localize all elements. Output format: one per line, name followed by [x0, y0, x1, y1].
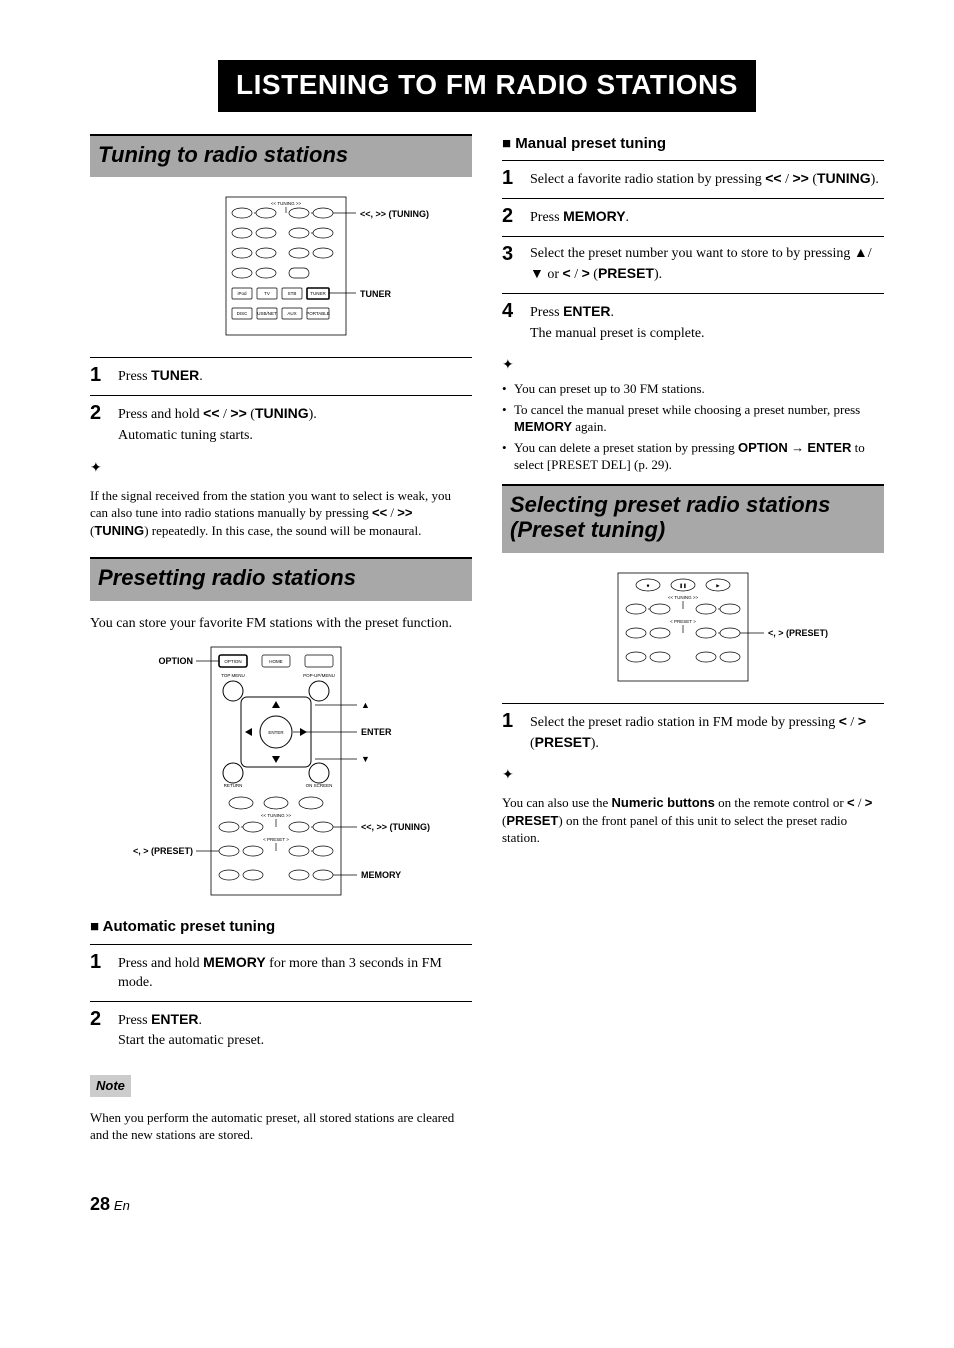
step-num: 2	[90, 402, 118, 424]
svg-text:AUX: AUX	[287, 311, 296, 316]
tuning-steps: 1 Press TUNER. 2 Press and hold << / >> …	[90, 357, 472, 454]
step-body: Press TUNER.	[118, 364, 472, 387]
sub-heading-auto: ■ Automatic preset tuning	[90, 917, 472, 937]
diagram-row3	[232, 248, 333, 258]
auto-steps: 1 Press and hold MEMORY for more than 3 …	[90, 944, 472, 1060]
diagram-row4	[232, 268, 309, 278]
step-body: Select a favorite radio station by press…	[530, 167, 884, 190]
svg-text:HOME: HOME	[269, 659, 283, 664]
preset-intro: You can store your favorite FM stations …	[90, 615, 472, 634]
svg-text:POP-UP/MENU: POP-UP/MENU	[303, 673, 335, 678]
page-footer: 28 En	[90, 1192, 884, 1216]
selecting-steps: 1 Select the preset radio station in FM …	[502, 703, 884, 762]
columns: Tuning to radio stations << TUNING >>	[90, 134, 884, 1152]
page-lang: En	[114, 1198, 130, 1213]
callout-preset3: <, > (PRESET)	[768, 628, 828, 638]
note-label: Note	[90, 1075, 131, 1097]
svg-text:DISC: DISC	[237, 311, 249, 316]
svg-text:ENTER: ENTER	[268, 730, 284, 735]
svg-text:PORTABLE: PORTABLE	[306, 311, 330, 316]
note-body: When you perform the automatic preset, a…	[90, 1109, 472, 1144]
right-column: ■ Manual preset tuning 1 Select a favori…	[502, 134, 884, 1152]
section-heading-preset: Presetting radio stations	[90, 557, 472, 600]
diagram-tuning-label: << TUNING >>	[271, 201, 302, 206]
callout-enter: ENTER	[361, 727, 392, 737]
svg-text:ON SCREEN: ON SCREEN	[306, 783, 333, 788]
step-num: 1	[90, 951, 118, 973]
manual-step-2: 2 Press MEMORY.	[502, 198, 884, 236]
svg-text:STB: STB	[288, 291, 297, 296]
step-num: 1	[502, 710, 530, 732]
step-num: 1	[90, 364, 118, 386]
remote-diagram-preset: OPTION HOME TOP MENU POP-UP/MENU ENTER	[90, 641, 472, 901]
manual-steps: 1 Select a favorite radio station by pre…	[502, 160, 884, 351]
tip-icon: ✦	[502, 357, 884, 376]
step-num: 2	[90, 1008, 118, 1030]
step-num: 4	[502, 300, 530, 322]
manual-step-4: 4 Press ENTER. The manual preset is comp…	[502, 293, 884, 352]
callout-memory: MEMORY	[361, 870, 401, 880]
manual-step-1: 1 Select a favorite radio station by pre…	[502, 160, 884, 198]
step-num: 3	[502, 243, 530, 265]
svg-text:TV: TV	[264, 291, 270, 296]
svg-text:❚❚: ❚❚	[679, 583, 687, 589]
svg-text:TOP MENU: TOP MENU	[221, 673, 245, 678]
remote-diagram-selecting: ■ ❚❚ ▶ << TUNING >> < PRESET >	[502, 567, 884, 687]
page-title-wrap: LISTENING TO FM RADIO STATIONS	[90, 60, 884, 112]
step-body: Press MEMORY.	[530, 205, 884, 228]
section-heading-tuning: Tuning to radio stations	[90, 134, 472, 177]
diagram-row2	[232, 228, 333, 238]
tip-icon: ✦	[502, 767, 884, 786]
manual-tips: You can preset up to 30 FM stations. To …	[502, 380, 884, 474]
auto-step-2: 2 Press ENTER. Start the automatic prese…	[90, 1001, 472, 1060]
sub-heading-manual: ■ Manual preset tuning	[502, 134, 884, 154]
step-2: 2 Press and hold << / >> (TUNING). Autom…	[90, 395, 472, 454]
step-1: 1 Press TUNER.	[90, 357, 472, 395]
svg-text:USB/NET: USB/NET	[257, 311, 277, 316]
diagram-row1	[232, 207, 333, 218]
diagram-row5: iPod TV STB TUNER	[232, 288, 329, 299]
tip-text: If the signal received from the station …	[90, 487, 472, 540]
callout-option: OPTION	[158, 656, 193, 666]
diagram-row6: DISC USB/NET AUX PORTABLE	[232, 308, 330, 319]
svg-text:TUNER: TUNER	[310, 291, 326, 296]
svg-text:OPTION: OPTION	[224, 659, 241, 664]
selecting-step-1: 1 Select the preset radio station in FM …	[502, 703, 884, 762]
manual-step-3: 3 Select the preset number you want to s…	[502, 236, 884, 293]
tip-item: You can preset up to 30 FM stations.	[502, 380, 884, 398]
section-heading-selecting: Selecting preset radio stations (Preset …	[502, 484, 884, 553]
step-body: Select the preset number you want to sto…	[530, 243, 884, 285]
svg-text:<< TUNING >>: << TUNING >>	[668, 595, 699, 600]
svg-text:▶: ▶	[716, 583, 720, 588]
svg-text:<< TUNING >>: << TUNING >>	[261, 813, 292, 818]
step-body: Press ENTER. Start the automatic preset.	[118, 1008, 472, 1052]
auto-step-1: 1 Press and hold MEMORY for more than 3 …	[90, 944, 472, 1001]
svg-text:RETURN: RETURN	[224, 783, 243, 788]
step-num: 2	[502, 205, 530, 227]
svg-text:< PRESET >: < PRESET >	[670, 619, 696, 624]
tip-icon: ✦	[90, 460, 472, 479]
step-num: 1	[502, 167, 530, 189]
page-number: 28	[90, 1194, 110, 1214]
callout-tuner: TUNER	[360, 289, 391, 299]
step-body: Press ENTER. The manual preset is comple…	[530, 300, 884, 344]
step-body: Press and hold << / >> (TUNING). Automat…	[118, 402, 472, 446]
step-body: Press and hold MEMORY for more than 3 se…	[118, 951, 472, 993]
callout-down: ▼	[361, 754, 370, 764]
callout-preset: <, > (PRESET)	[133, 846, 193, 856]
svg-text:iPod: iPod	[237, 291, 247, 296]
callout-tuning2: <<, >> (TUNING)	[361, 822, 430, 832]
tip-item: To cancel the manual preset while choosi…	[502, 401, 884, 436]
page-title: LISTENING TO FM RADIO STATIONS	[218, 60, 756, 112]
svg-text:< PRESET >: < PRESET >	[263, 837, 289, 842]
selecting-tip: You can also use the Numeric buttons on …	[502, 794, 884, 847]
svg-text:■: ■	[647, 583, 650, 588]
left-column: Tuning to radio stations << TUNING >>	[90, 134, 472, 1152]
tip-item: You can delete a preset station by press…	[502, 439, 884, 474]
remote-diagram-tuning: << TUNING >>	[90, 191, 472, 341]
callout-tuning: <<, >> (TUNING)	[360, 209, 429, 219]
step-body: Select the preset radio station in FM mo…	[530, 710, 884, 754]
callout-up: ▲	[361, 700, 370, 710]
